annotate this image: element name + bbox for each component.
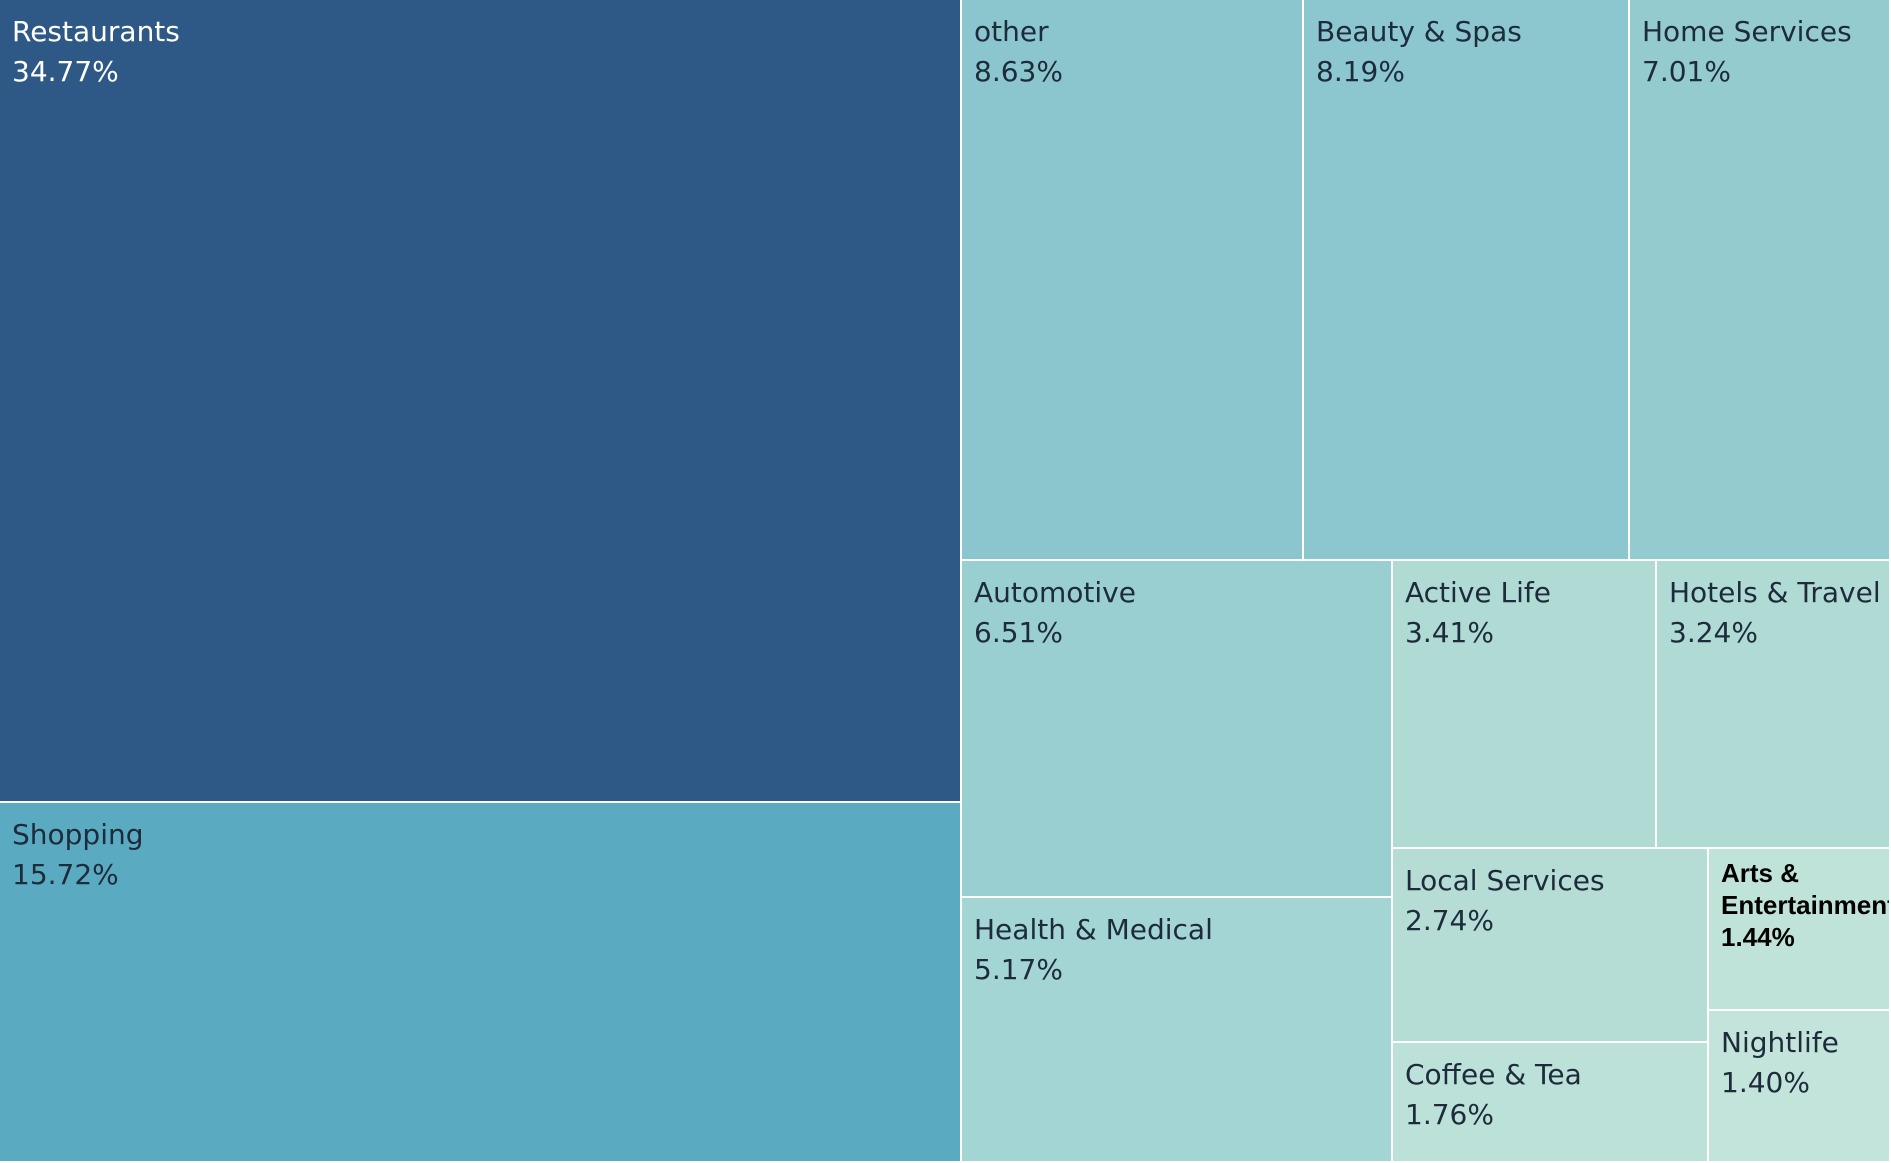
tile-nightlife[interactable]: Nightlife 1.40%	[1709, 1011, 1891, 1163]
tile-label: other	[974, 15, 1049, 48]
tile-label: Beauty & Spas	[1316, 15, 1522, 48]
tile-home-services[interactable]: Home Services 7.01%	[1630, 0, 1891, 561]
tile-shopping[interactable]: Shopping 15.72%	[0, 803, 962, 1163]
tile-label: Local Services	[1405, 864, 1605, 897]
tile-hotels-travel[interactable]: Hotels & Travel 3.24%	[1657, 561, 1891, 849]
tile-arts-entertainment[interactable]: Arts & Entertainment 1.44%	[1709, 849, 1891, 1011]
tile-value: 1.40%	[1721, 1066, 1810, 1099]
tile-value: 7.01%	[1642, 55, 1731, 88]
tile-value: 1.76%	[1405, 1098, 1494, 1131]
tile-label: Shopping	[12, 818, 144, 851]
tile-label: Arts & Entertainment	[1721, 858, 1891, 920]
tile-label: Hotels & Travel	[1669, 576, 1881, 609]
tile-label: Restaurants	[12, 15, 180, 48]
tile-active-life[interactable]: Active Life 3.41%	[1393, 561, 1657, 849]
tile-label: Nightlife	[1721, 1026, 1839, 1059]
tile-local-services[interactable]: Local Services 2.74%	[1393, 849, 1709, 1043]
tile-beauty-spas[interactable]: Beauty & Spas 8.19%	[1304, 0, 1630, 561]
tile-value: 15.72%	[12, 858, 119, 891]
tile-label: Automotive	[974, 576, 1136, 609]
tile-value: 5.17%	[974, 953, 1063, 986]
tile-label: Home Services	[1642, 15, 1852, 48]
tile-automotive[interactable]: Automotive 6.51%	[962, 561, 1393, 898]
tile-value: 1.44%	[1721, 922, 1795, 952]
tile-label: Coffee & Tea	[1405, 1058, 1582, 1091]
tile-value: 34.77%	[12, 55, 119, 88]
tile-label: Active Life	[1405, 576, 1551, 609]
tile-value: 8.63%	[974, 55, 1063, 88]
tile-value: 3.41%	[1405, 616, 1494, 649]
tile-health-medical[interactable]: Health & Medical 5.17%	[962, 898, 1393, 1163]
tile-value: 6.51%	[974, 616, 1063, 649]
tile-value: 3.24%	[1669, 616, 1758, 649]
tile-coffee-tea[interactable]: Coffee & Tea 1.76%	[1393, 1043, 1709, 1163]
tile-value: 2.74%	[1405, 904, 1494, 937]
tile-restaurants[interactable]: Restaurants 34.77%	[0, 0, 962, 803]
tile-other[interactable]: other 8.63%	[962, 0, 1304, 561]
tile-value: 8.19%	[1316, 55, 1405, 88]
tile-label: Health & Medical	[974, 913, 1213, 946]
